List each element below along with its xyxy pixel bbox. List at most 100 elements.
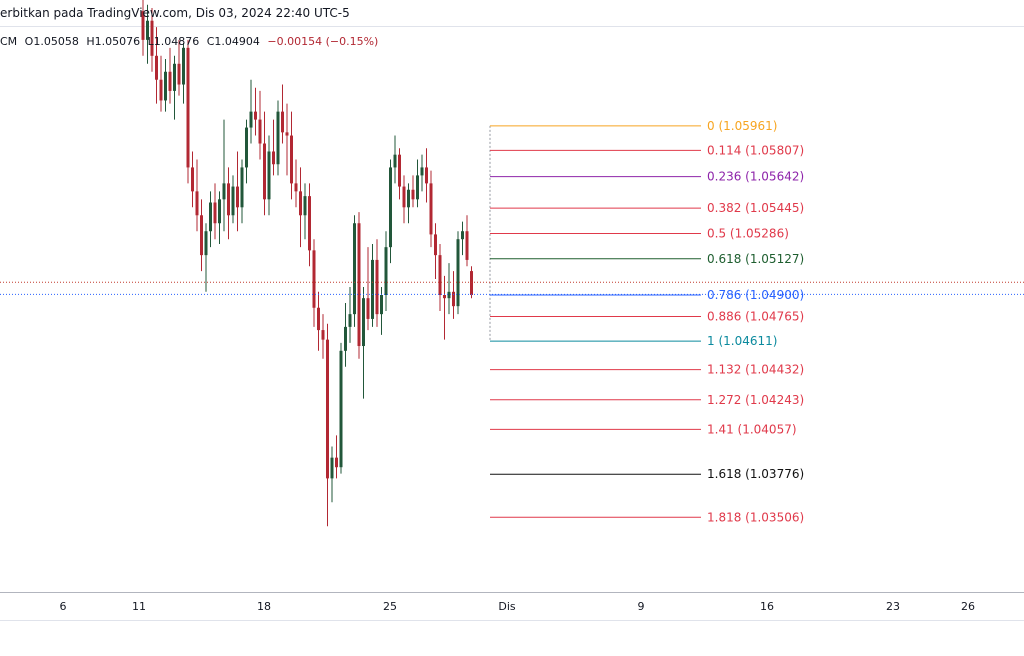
candle-body [155,55,158,80]
ohlc-legend: CM O1.05058 H1.05076 L1.04876 C1.04904 −… [0,35,378,48]
candle [168,47,172,104]
candle [240,159,244,224]
fib-level-label: 0.236 (1.05642) [707,170,804,184]
candle [461,221,464,256]
candle [465,215,469,267]
candle [281,84,284,144]
candle [344,302,347,367]
candle-body [281,111,284,133]
candle-body [299,191,302,216]
fib-level: 0.618 (1.05127) [490,252,804,266]
candle [452,271,455,319]
candle-body [294,183,298,192]
candle [357,212,361,359]
candle [443,275,446,340]
candle [209,191,212,248]
candle-body [384,247,388,295]
candle [326,323,329,527]
candle [150,7,154,72]
candle [384,231,388,311]
candle-body [420,167,424,176]
candle [218,191,221,244]
candle [434,223,437,280]
candle-body [308,196,311,251]
candle [425,148,428,203]
candle-body [186,47,190,168]
candle-body [416,175,419,200]
candle-body [204,231,208,256]
candle [272,119,275,176]
candle-body [330,457,334,479]
candle-body [263,143,266,200]
candle [339,342,343,474]
candle [285,103,289,176]
candle-body [317,307,320,331]
candle [263,111,266,216]
candle-body [159,79,163,101]
candle [308,183,311,267]
candle-body [326,339,329,479]
open-value: O1.05058 [24,35,79,48]
candle-body [276,111,280,165]
time-axis-tick: 18 [257,600,271,613]
candle-body [164,71,167,101]
candle [276,100,280,176]
candle [353,215,356,327]
candle-body [191,167,194,192]
candle-body [267,151,271,200]
time-axis[interactable]: 6 11 18 25 Dis 9 16 23 26 [60,600,976,613]
candle-body [236,186,239,208]
candle-body [362,298,365,347]
publish-header: erbitkan pada TradingView.com, Dis 03, 2… [0,6,350,20]
fib-level: 0.786 (1.04900) [490,288,804,302]
candle-body [321,330,325,340]
fib-level-label: 1.272 (1.04243) [707,393,804,407]
candle-body [240,167,244,208]
candle [317,291,320,351]
candle [164,59,167,112]
fib-level: 1.41 (1.04057) [490,422,797,436]
candle [330,446,334,503]
publish-text: erbitkan pada TradingView.com, Dis 03, 2… [0,6,350,20]
candle [362,287,365,399]
candle-body [218,199,221,224]
candle [303,183,307,240]
fib-level: 1 (1.04611) [490,334,777,348]
symbol-suffix: CM [0,35,18,48]
candle-body [452,291,455,307]
candle-body [227,183,230,216]
fib-level: 1.132 (1.04432) [490,363,804,377]
candle-body [335,457,338,468]
fibonacci-retracement[interactable]: 0 (1.05961) 0.114 (1.05807) 0.236 (1.05642… [489,119,804,524]
candle [191,151,194,208]
candle [146,4,149,64]
fib-level-label: 1.41 (1.04057) [707,422,797,436]
candle-body [303,196,307,216]
candle [200,199,203,272]
candle [195,159,199,232]
candle [236,151,239,232]
candle-body [146,20,149,40]
time-axis-tick: 9 [638,600,645,613]
candle-body [393,154,397,168]
candle [204,223,208,292]
fib-level-label: 1.132 (1.04432) [707,363,804,377]
candle [227,167,230,240]
candle [254,87,257,136]
candle-body [402,186,406,208]
candle-body [339,350,343,468]
fib-level-label: 0.786 (1.04900) [707,288,804,302]
candle [348,287,352,343]
candle-body [456,239,460,307]
candle [213,183,217,240]
fib-level: 0.236 (1.05642) [490,170,804,184]
candle-body [465,231,469,260]
candle-body [168,71,172,91]
candle [456,231,460,315]
candle-body [348,314,352,327]
candle-body [447,291,451,299]
candle [438,243,442,311]
time-axis-tick: 16 [760,600,774,613]
